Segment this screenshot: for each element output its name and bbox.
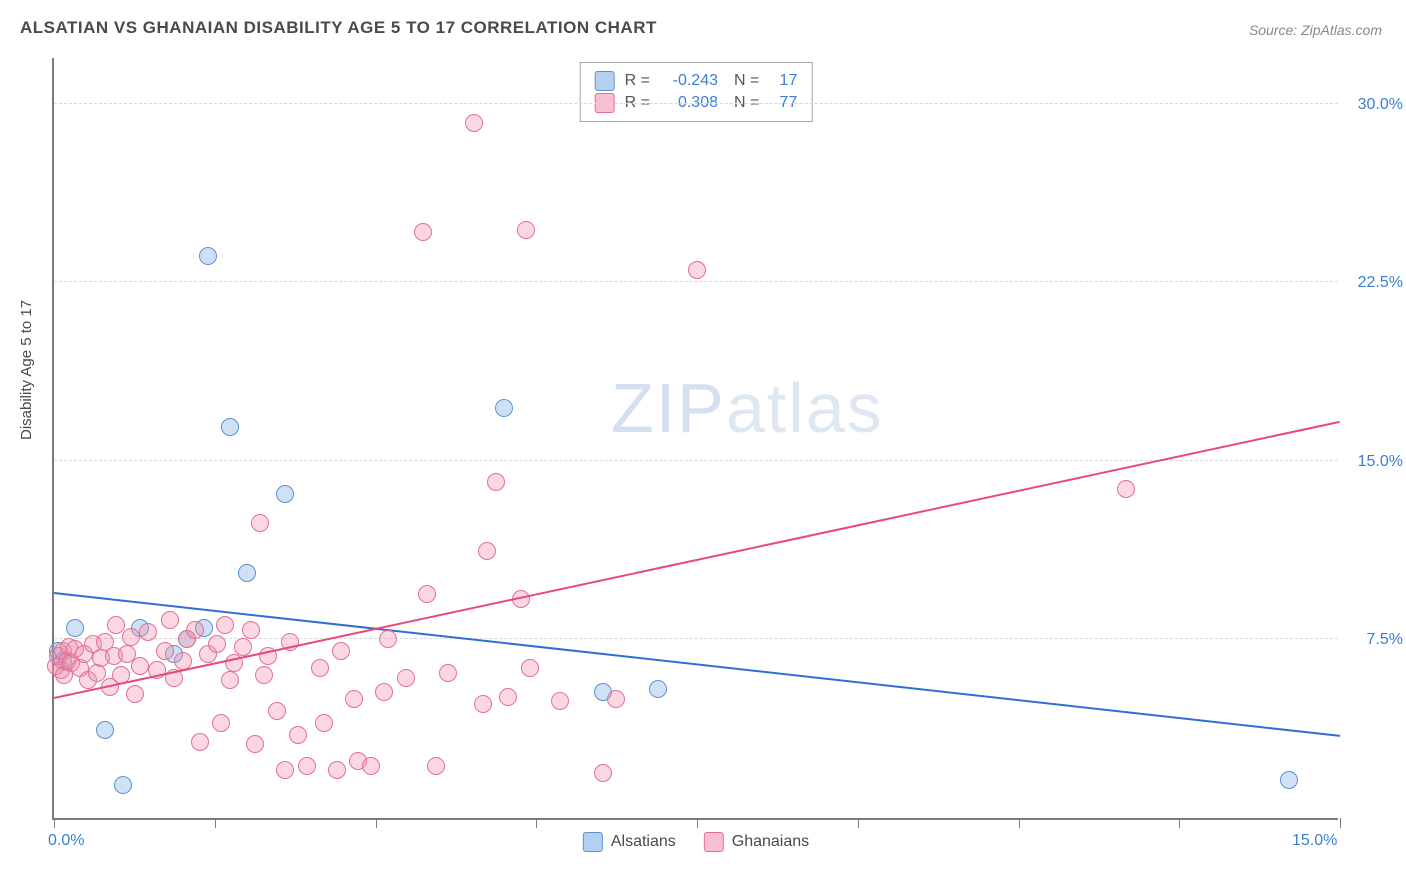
scatter-point — [131, 657, 149, 675]
scatter-point — [1117, 480, 1135, 498]
scatter-point — [427, 757, 445, 775]
legend-swatch — [595, 71, 615, 91]
scatter-point — [487, 473, 505, 491]
scatter-point — [246, 735, 264, 753]
scatter-point — [161, 611, 179, 629]
x-tick — [1019, 818, 1020, 828]
correlation-legend: R =-0.243N =17R =0.308N =77 — [580, 62, 813, 122]
y-tick-label: 22.5% — [1345, 274, 1403, 292]
scatter-point — [607, 690, 625, 708]
scatter-point — [107, 616, 125, 634]
scatter-point — [439, 664, 457, 682]
x-tick — [376, 818, 377, 828]
watermark-atlas: atlas — [726, 369, 884, 447]
scatter-point — [276, 485, 294, 503]
legend-item: Ghanaians — [704, 832, 809, 852]
scatter-point — [478, 542, 496, 560]
scatter-point — [289, 726, 307, 744]
scatter-point — [191, 733, 209, 751]
source-attribution: Source: ZipAtlas.com — [1249, 22, 1382, 38]
trend-line — [54, 592, 1340, 737]
x-tick — [1340, 818, 1341, 828]
legend-row: R = -0.243 N = 17 — [595, 71, 798, 91]
trend-line — [54, 421, 1340, 699]
scatter-point — [234, 638, 252, 656]
scatter-point — [649, 680, 667, 698]
x-tick-label: 15.0% — [1292, 832, 1337, 850]
scatter-point — [594, 764, 612, 782]
scatter-point — [238, 564, 256, 582]
n-label: N = — [734, 72, 759, 90]
x-tick-label: 0.0% — [48, 832, 84, 850]
scatter-point — [255, 666, 273, 684]
scatter-point — [114, 776, 132, 794]
series-legend: Alsatians Ghanaians — [583, 832, 809, 852]
scatter-point — [311, 659, 329, 677]
y-tick-label: 15.0% — [1345, 453, 1403, 471]
chart-container: ALSATIAN VS GHANAIAN DISABILITY AGE 5 TO… — [0, 0, 1406, 892]
scatter-point — [126, 685, 144, 703]
legend-item: Alsatians — [583, 832, 676, 852]
scatter-point — [551, 692, 569, 710]
x-tick — [1179, 818, 1180, 828]
r-label: R = — [625, 72, 650, 90]
scatter-point — [66, 619, 84, 637]
scatter-point — [139, 623, 157, 641]
scatter-point — [328, 761, 346, 779]
y-tick-label: 7.5% — [1345, 631, 1403, 649]
n-value: 17 — [769, 72, 797, 90]
y-axis-label: Disability Age 5 to 17 — [18, 300, 35, 440]
gridline — [54, 281, 1338, 282]
scatter-point — [332, 642, 350, 660]
scatter-point — [414, 223, 432, 241]
legend-label: Alsatians — [611, 833, 676, 851]
legend-swatch — [704, 832, 724, 852]
x-tick — [697, 818, 698, 828]
x-tick — [858, 818, 859, 828]
scatter-point — [315, 714, 333, 732]
x-tick — [536, 818, 537, 828]
scatter-point — [517, 221, 535, 239]
scatter-point — [345, 690, 363, 708]
y-tick-label: 30.0% — [1345, 96, 1403, 114]
scatter-point — [465, 114, 483, 132]
scatter-point — [242, 621, 260, 639]
scatter-point — [276, 761, 294, 779]
x-tick — [54, 818, 55, 828]
scatter-point — [268, 702, 286, 720]
legend-swatch — [583, 832, 603, 852]
scatter-point — [379, 630, 397, 648]
scatter-point — [251, 514, 269, 532]
scatter-point — [499, 688, 517, 706]
scatter-point — [495, 399, 513, 417]
scatter-point — [156, 642, 174, 660]
scatter-point — [474, 695, 492, 713]
gridline — [54, 103, 1338, 104]
gridline — [54, 460, 1338, 461]
scatter-point — [375, 683, 393, 701]
scatter-point — [122, 628, 140, 646]
plot-area: ZIPatlas R =-0.243N =17R =0.308N =77 Als… — [52, 58, 1338, 820]
scatter-point — [397, 669, 415, 687]
scatter-point — [521, 659, 539, 677]
scatter-point — [298, 757, 316, 775]
r-value: -0.243 — [660, 72, 718, 90]
chart-title: ALSATIAN VS GHANAIAN DISABILITY AGE 5 TO… — [20, 18, 657, 38]
scatter-point — [688, 261, 706, 279]
scatter-point — [186, 621, 204, 639]
scatter-point — [208, 635, 226, 653]
scatter-point — [221, 418, 239, 436]
scatter-point — [362, 757, 380, 775]
x-tick — [215, 818, 216, 828]
scatter-point — [96, 721, 114, 739]
scatter-point — [216, 616, 234, 634]
watermark-zip: ZIP — [611, 369, 726, 447]
legend-label: Ghanaians — [732, 833, 809, 851]
scatter-point — [1280, 771, 1298, 789]
scatter-point — [418, 585, 436, 603]
scatter-point — [212, 714, 230, 732]
scatter-point — [221, 671, 239, 689]
watermark: ZIPatlas — [611, 368, 884, 448]
scatter-point — [199, 247, 217, 265]
